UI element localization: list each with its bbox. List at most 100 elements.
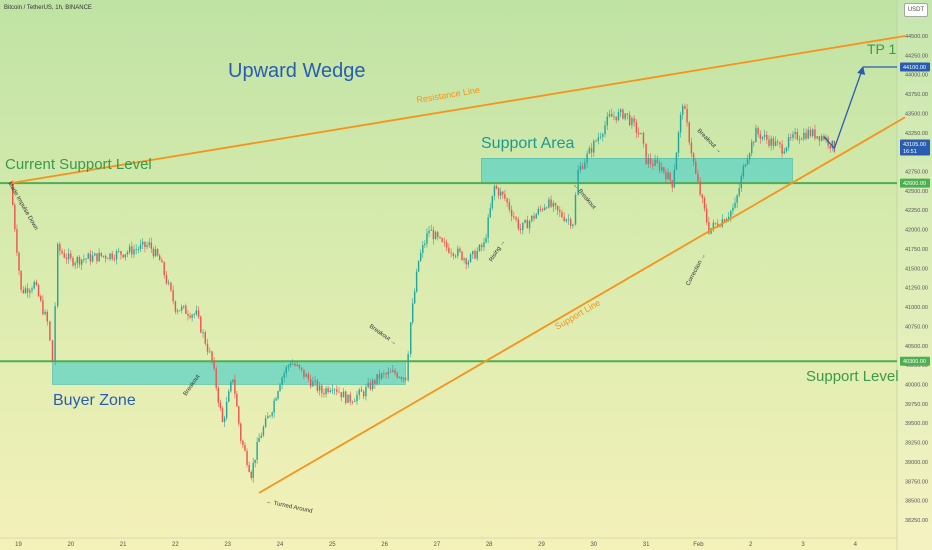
candle-body — [517, 219, 520, 229]
candle-body — [434, 232, 437, 240]
candle-body — [120, 251, 122, 255]
candle-body — [318, 385, 321, 391]
x-tick-label: 21 — [120, 542, 127, 548]
candle-body — [234, 379, 236, 394]
candle-body — [349, 394, 351, 402]
candle-body — [533, 215, 535, 219]
candle-body — [708, 222, 710, 234]
candle-body — [628, 114, 631, 125]
candle-body — [96, 253, 98, 262]
support-level-label: Support Level — [806, 368, 899, 385]
candle-body — [98, 252, 100, 262]
x-tick-label: Feb — [693, 542, 704, 548]
price-tag-label: 43105.00 — [903, 142, 926, 148]
candle-body — [430, 229, 432, 231]
candle-body — [141, 241, 144, 245]
candle-body — [394, 370, 396, 374]
candle-body — [792, 133, 794, 138]
candle-body — [714, 222, 717, 224]
candle-body — [785, 147, 788, 152]
candle-body — [701, 194, 704, 199]
candle-body — [217, 387, 220, 403]
candle-body — [768, 139, 770, 146]
candle-body — [485, 237, 487, 243]
candle-body — [772, 138, 775, 146]
candle-body — [556, 205, 559, 211]
candle-body — [87, 253, 89, 259]
candle-body — [385, 373, 387, 375]
candle-body — [321, 385, 323, 394]
candle-body — [31, 288, 33, 291]
x-tick-label: 29 — [538, 542, 545, 548]
candle-body — [686, 108, 688, 123]
note-turned-around: ← Turned Around — [266, 499, 313, 515]
candle-body — [16, 229, 18, 253]
candle-body — [565, 219, 568, 222]
candle-body — [671, 180, 673, 188]
candle-body — [774, 141, 777, 146]
candle-body — [14, 204, 16, 230]
x-tick-label: 26 — [381, 542, 388, 548]
candle-body — [673, 169, 676, 188]
zone-support-area — [481, 158, 793, 184]
candle-body — [622, 109, 624, 119]
candle-body — [294, 363, 296, 366]
candle-body — [522, 222, 524, 230]
candle-body — [770, 138, 772, 146]
candle-body — [118, 251, 120, 252]
candle-body — [37, 284, 40, 297]
candle-body — [419, 252, 422, 261]
candle-body — [150, 242, 153, 249]
y-tick-label: 38750.00 — [905, 479, 928, 485]
candle-body — [83, 259, 85, 260]
candle-body — [428, 230, 430, 234]
candle-body — [800, 138, 803, 140]
candle-body — [131, 246, 133, 255]
candle-body — [170, 282, 172, 291]
candle-body — [719, 226, 721, 228]
note-breakout-2: Breakout → — [368, 324, 397, 347]
candle-body — [647, 158, 650, 165]
candle-body — [677, 132, 680, 153]
candle-body — [244, 444, 246, 451]
candle-body — [652, 163, 654, 166]
candle-body — [209, 351, 211, 353]
candle-body — [413, 291, 416, 304]
y-tick-label: 42500.00 — [905, 189, 928, 195]
candle-body — [487, 217, 489, 238]
candle-body — [232, 379, 234, 382]
candle-body — [100, 252, 103, 257]
candle-body — [289, 363, 292, 366]
currency-selector[interactable]: USDT — [904, 3, 928, 17]
candle-body — [180, 306, 183, 311]
candle-body — [122, 254, 124, 258]
candle-body — [225, 401, 228, 418]
candle-body — [107, 258, 109, 260]
candle-body — [705, 208, 708, 223]
candle-body — [787, 137, 790, 148]
candle-body — [126, 252, 129, 255]
candle-body — [316, 380, 319, 391]
x-axis: 19 20 21 22 23 24 25 26 27 28 29 30 31 Feb 2 3 4 — [15, 542, 857, 548]
candle-body — [165, 275, 168, 284]
candle-body — [18, 252, 20, 271]
candle-body — [761, 136, 764, 139]
candle-body — [697, 173, 699, 182]
candle-body — [51, 340, 54, 362]
candle-body — [85, 258, 87, 260]
candle-body — [751, 141, 753, 154]
x-tick-label: 4 — [854, 542, 858, 548]
annotations: Upward Wedge TP 1 Current Support Level Sup… — [5, 41, 899, 515]
candle-body — [656, 159, 659, 163]
candle-body — [608, 113, 611, 117]
candle-body — [491, 195, 494, 209]
candle-body — [279, 384, 281, 392]
candle-body — [577, 169, 579, 195]
candle-body — [236, 393, 238, 407]
candle-body — [410, 322, 412, 355]
candle-body — [369, 382, 372, 390]
support-area-label: Support Area — [481, 135, 575, 152]
y-tick-label: 41250.00 — [905, 286, 928, 292]
